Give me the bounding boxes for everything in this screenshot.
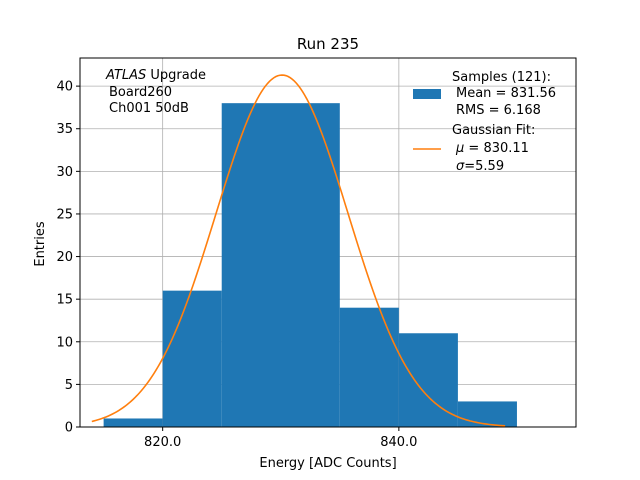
y-tick-label: 5 [65, 378, 73, 393]
legend-samples-mean: Mean = 831.56 [456, 86, 556, 101]
annotation-atlas: ATLAS [105, 68, 146, 83]
legend-samples-swatch [413, 89, 441, 99]
atlas-annotation: ATLAS Upgrade Board260 Ch001 50dB [105, 68, 206, 116]
legend-sigma-symbol: σ [456, 159, 465, 174]
legend-mu-symbol: μ [455, 141, 464, 156]
annotation-line-1: ATLAS Upgrade [105, 68, 206, 83]
histogram-bar [339, 307, 399, 427]
x-tick-label: 820.0 [144, 435, 181, 450]
y-axis-label: Entries [33, 221, 48, 267]
legend-sigma-value: =5.59 [464, 159, 504, 174]
histogram-bar [162, 290, 222, 427]
histogram-bar [221, 103, 340, 427]
legend-fit-mu: μ = 830.11 [455, 141, 529, 156]
legend-fit-title: Gaussian Fit: [452, 123, 535, 138]
y-axis-ticks: 0 5 10 15 20 25 30 35 40 [56, 80, 80, 436]
y-tick-label: 10 [56, 335, 73, 350]
plot-frame [79, 57, 577, 428]
histogram-bars [103, 103, 517, 427]
histogram-bar [457, 401, 517, 427]
gaussian-fit-curve [91, 74, 506, 427]
annotation-line-3: Ch001 50dB [109, 101, 189, 116]
y-tick-label: 25 [56, 207, 73, 222]
legend-samples-title: Samples (121): [452, 70, 551, 85]
annotation-upgrade: Upgrade [146, 68, 206, 83]
legend: Samples (121): Mean = 831.56 RMS = 6.168… [413, 70, 556, 174]
y-tick-label: 15 [56, 293, 73, 308]
x-tick-label: 840.0 [380, 435, 417, 450]
chart-title: Run 235 [297, 35, 359, 53]
y-tick-label: 30 [56, 165, 73, 180]
y-tick-label: 40 [56, 80, 73, 95]
y-tick-label: 35 [56, 122, 73, 137]
histogram-bar [103, 418, 163, 427]
annotation-line-2: Board260 [109, 85, 172, 100]
x-axis-label: Energy [ADC Counts] [259, 456, 396, 471]
legend-fit-sigma: σ=5.59 [456, 159, 504, 174]
gaussian-fit [91, 74, 506, 427]
x-axis-ticks: 820.0 840.0 [144, 427, 417, 450]
legend-samples-rms: RMS = 6.168 [456, 103, 541, 118]
y-tick-label: 0 [65, 421, 73, 436]
legend-mu-value: = 830.11 [464, 141, 529, 156]
y-tick-label: 20 [56, 250, 73, 265]
